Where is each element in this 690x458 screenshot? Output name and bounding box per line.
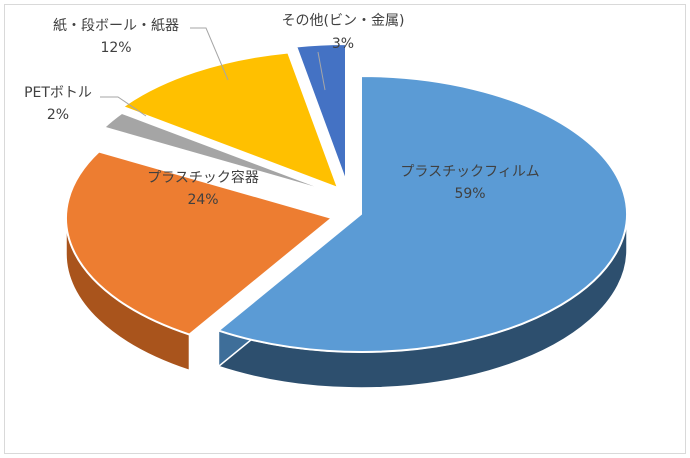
- leader-line-pet-bottle: [100, 96, 147, 117]
- slice-label-plastic-container: プラスチック容器: [147, 169, 259, 186]
- leader-line-paper: [190, 27, 229, 81]
- slice-label-paper: 紙・段ボール・紙器: [53, 18, 179, 34]
- slice-value-plastic-container: 24%: [187, 192, 218, 208]
- pie-slice-plastic-container: [65, 150, 335, 336]
- slice-value-plastic-film: 59%: [454, 186, 485, 202]
- slice-value-pet-bottle: 2%: [47, 107, 69, 123]
- slice-label-pet-bottle: PETボトル: [24, 85, 92, 101]
- slice-label-other: その他(ビン・金属): [282, 13, 405, 29]
- slice-value-other: 3%: [332, 36, 354, 52]
- pie-slice-plastic-film: [216, 74, 628, 353]
- pie-slice-paper: [120, 51, 340, 190]
- leader-line-other: [317, 51, 326, 91]
- pie-tops: [65, 42, 628, 353]
- pie-slice-other: [294, 42, 347, 183]
- slice-value-paper: 12%: [100, 40, 131, 56]
- slice-label-plastic-film: プラスチックフィルム: [400, 164, 539, 180]
- leader-lines: [100, 27, 326, 117]
- pie-slice-pet-bottle: [101, 111, 338, 195]
